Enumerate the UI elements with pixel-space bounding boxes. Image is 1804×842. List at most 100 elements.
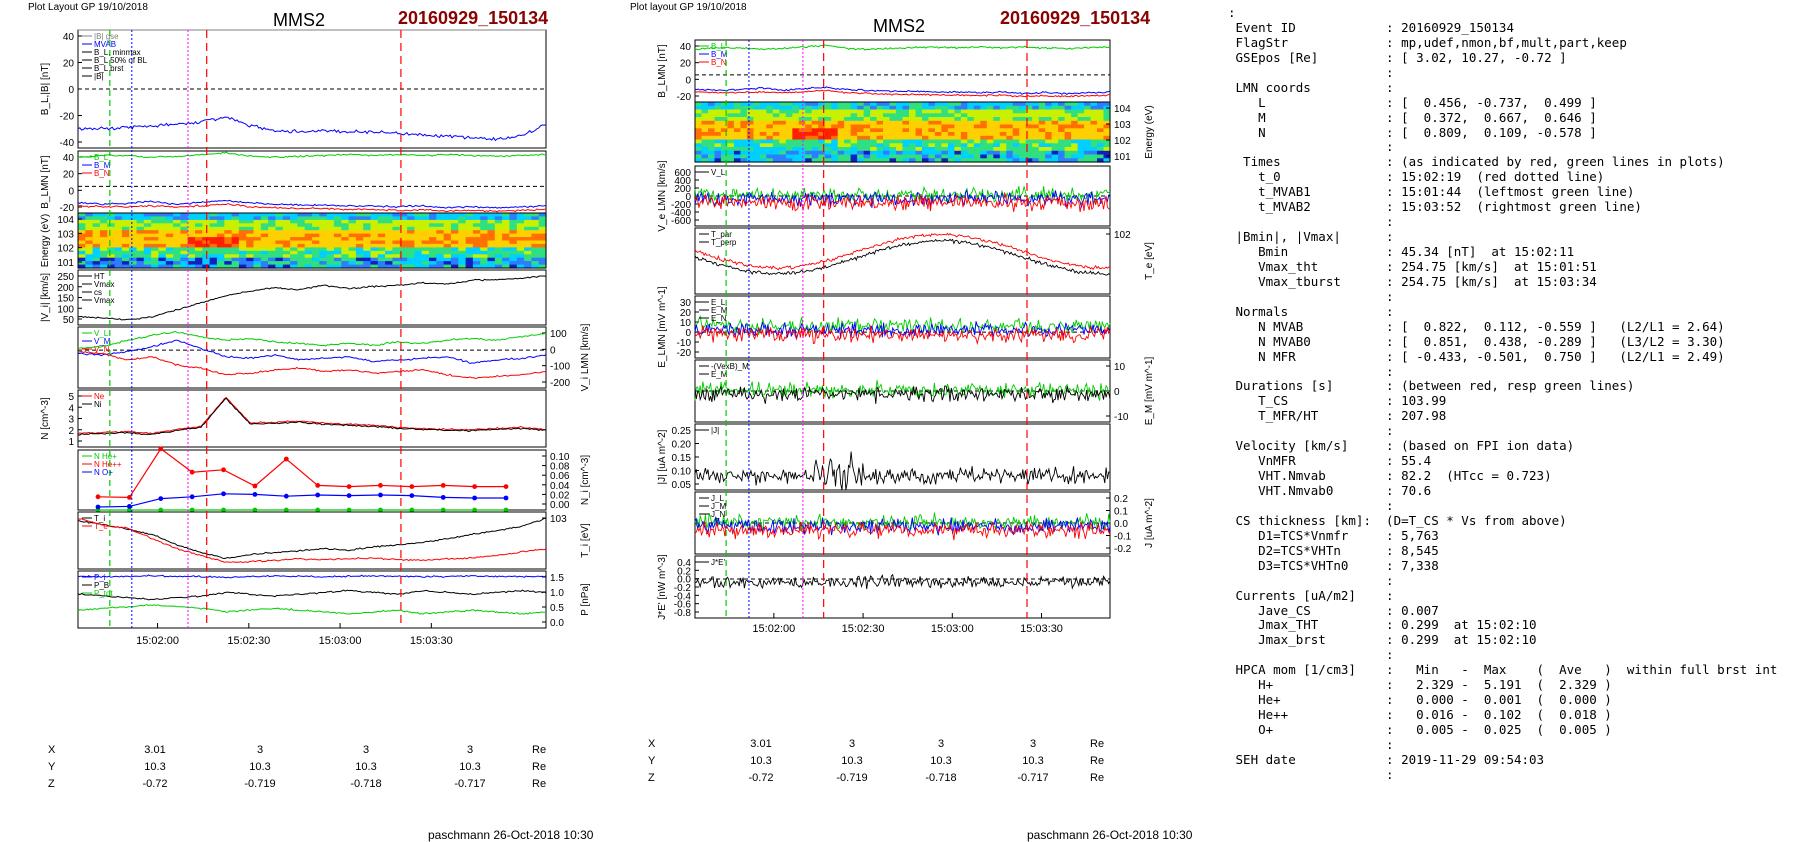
heatmap-cell (392, 237, 401, 242)
heatmap-cell (290, 223, 298, 228)
heatmap-cell (136, 230, 145, 235)
legend-entry: |J| (711, 426, 719, 435)
heatmap-cell (180, 216, 189, 221)
heatmap-cell (246, 254, 255, 259)
heatmap-cell (224, 247, 233, 252)
heatmap-cell (792, 154, 800, 159)
heatmap-cell (980, 128, 988, 133)
heatmap-cell (187, 219, 196, 224)
heatmap-cell (1006, 113, 1014, 118)
heatmap-cell (319, 247, 328, 252)
series-line (694, 520, 1111, 541)
heatmap-cell (857, 147, 865, 152)
heatmap-cell (1038, 102, 1046, 107)
panel-frame (694, 227, 1111, 295)
heatmap-cell (114, 230, 123, 235)
heatmap-cell (1058, 147, 1066, 152)
heatmap-cell (1084, 132, 1092, 137)
heatmap-cell (1071, 154, 1079, 159)
heatmap-cell (282, 226, 291, 231)
summary-line: SEH date : 2019-11-29 09:54:03 (1228, 751, 1545, 767)
heatmap-cell (319, 230, 328, 235)
heatmap-cell (779, 113, 787, 118)
left-spacecraft-label: MMS2 (273, 10, 326, 30)
heatmap-cell (967, 128, 975, 133)
heatmap-cell (1097, 109, 1105, 114)
heatmap-cell (889, 109, 897, 114)
y-tick-label: -20 (60, 203, 75, 214)
series-line (694, 44, 1111, 51)
heatmap-cell (727, 132, 735, 137)
heatmap-cell (450, 257, 459, 262)
heatmap-cell (531, 216, 540, 221)
heatmap-cell (538, 243, 547, 248)
heatmap-cell (1077, 135, 1085, 141)
heatmap-cell (326, 233, 335, 238)
heatmap-cell (714, 120, 722, 126)
heatmap-cell (180, 247, 189, 252)
heatmap-cell (1032, 154, 1040, 159)
heatmap-cell (1019, 143, 1027, 148)
heatmap-cell (297, 226, 306, 231)
heatmap-cell (209, 250, 218, 255)
heatmap-cell (392, 226, 401, 231)
heatmap-cell (99, 219, 108, 224)
heatmap-cell (326, 216, 335, 221)
time-tick-label: 15:02:30 (227, 635, 270, 647)
heatmap-cell (377, 226, 386, 231)
heatmap-cell (792, 113, 800, 118)
heatmap-cell (1090, 150, 1098, 156)
heatmap-cell (487, 237, 496, 242)
heatmap-cell (407, 257, 415, 262)
heatmap-cell (993, 128, 1001, 133)
heatmap-cell (538, 216, 547, 221)
position-value: 3.01 (144, 744, 166, 756)
heatmap-cell (238, 240, 247, 245)
heatmap-cell (107, 213, 116, 217)
y-tick-label: 0.20 (672, 440, 692, 451)
heatmap-cell (727, 128, 735, 133)
legend-entry: V_L (711, 168, 726, 177)
heatmap-cell (494, 223, 503, 228)
heatmap-cell (304, 254, 313, 259)
heatmap-cell (934, 120, 942, 126)
series-line (694, 325, 1111, 346)
panel-frame (77, 570, 547, 629)
heatmap-cell (1071, 109, 1079, 114)
heatmap-cell (883, 150, 891, 156)
legend-entry: N O+ (94, 468, 113, 477)
heatmap-cell (1058, 117, 1066, 122)
heatmap-cell (1045, 120, 1053, 126)
heatmap-cell (967, 139, 975, 144)
heatmap-cell (85, 216, 94, 221)
heatmap-cell (480, 213, 489, 217)
heatmap-cell (99, 264, 108, 269)
heatmap-cell (436, 240, 445, 245)
legend-entry: B_N (711, 58, 727, 67)
heatmap-cell (993, 120, 1001, 126)
heatmap-cell (766, 143, 774, 148)
heatmap-cell (695, 132, 703, 137)
heatmap-cell (857, 135, 865, 141)
heatmap-cell (472, 237, 481, 242)
heatmap-cell (986, 154, 994, 159)
heatmap-cell (253, 247, 262, 252)
heatmap-cell (1006, 154, 1014, 159)
heatmap-cell (516, 213, 525, 217)
heatmap-cell (202, 247, 211, 252)
heatmap-cell (824, 143, 832, 148)
heatmap-cell (429, 230, 437, 235)
heatmap-cell (1097, 154, 1105, 159)
heatmap-cell (363, 213, 372, 217)
heatmap-cell (458, 264, 467, 269)
heatmap-cell (779, 117, 787, 122)
heatmap-cell (980, 154, 988, 159)
heatmap-cell (268, 243, 276, 248)
heatmap-cell (151, 226, 159, 231)
heatmap-cell (231, 243, 240, 248)
heatmap-cell (844, 135, 852, 141)
heatmap-cell (1064, 105, 1072, 111)
heatmap-cell (824, 135, 832, 141)
y-axis-label: |J| [uA m^-2] (657, 429, 668, 484)
heatmap-cell (701, 150, 709, 156)
